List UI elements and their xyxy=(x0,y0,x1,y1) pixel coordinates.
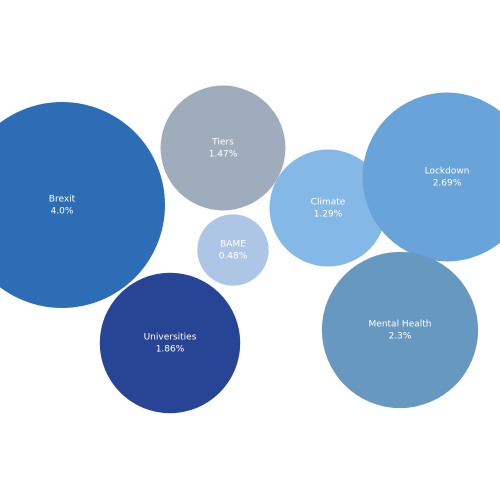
bubble-value: 2.3% xyxy=(389,332,412,342)
bubble-value: 4.0% xyxy=(51,207,74,217)
bubble-label: Universities xyxy=(144,333,197,343)
bubble-value: 1.47% xyxy=(209,150,238,160)
bubble-label: BAME xyxy=(220,240,246,250)
bubble xyxy=(99,272,241,414)
bubble xyxy=(321,251,479,409)
bubble xyxy=(0,102,165,308)
bubble-label: Lockdown xyxy=(425,167,470,177)
bubble xyxy=(269,149,387,267)
bubble xyxy=(160,85,286,211)
bubble-value: 1.86% xyxy=(156,345,185,355)
bubble-label: Brexit xyxy=(49,195,76,205)
bubble-value: 1.29% xyxy=(314,210,343,220)
bubble-value: 0.48% xyxy=(219,252,248,262)
bubble-label: Climate xyxy=(311,198,346,208)
bubble xyxy=(197,214,269,286)
bubble-label: Mental Health xyxy=(369,320,432,330)
bubble-label: Tiers xyxy=(211,138,234,148)
bubble xyxy=(362,92,500,262)
bubble-value: 2.69% xyxy=(433,179,462,189)
